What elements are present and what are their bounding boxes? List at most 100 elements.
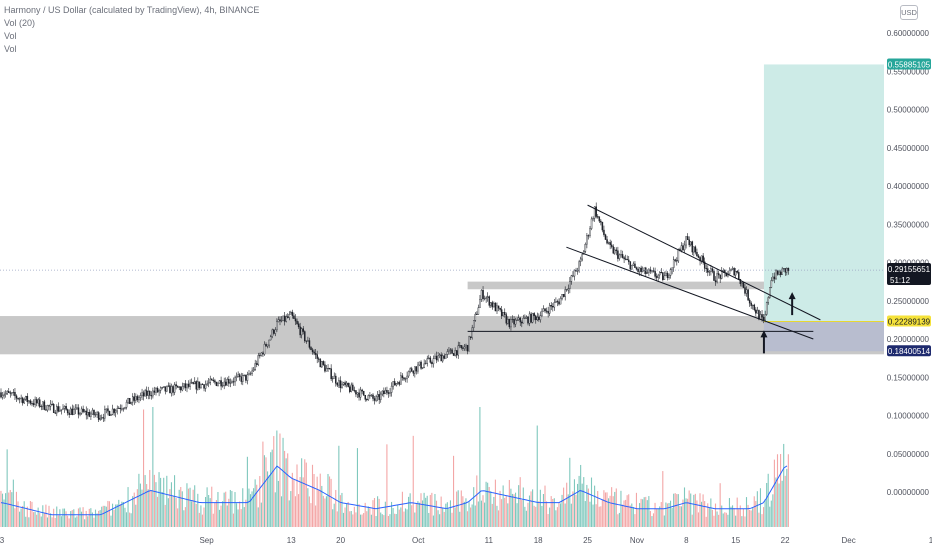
volume-bar	[600, 506, 602, 527]
candle	[677, 248, 680, 263]
candle	[166, 385, 168, 393]
candle	[355, 390, 357, 398]
candle-body	[747, 289, 749, 301]
volume-indicator-label[interactable]: Vol	[4, 31, 17, 41]
candle-body	[314, 352, 317, 355]
candle	[358, 388, 360, 401]
y-tick-label: 0.05000000	[887, 450, 930, 459]
candle	[566, 289, 568, 292]
candle-body	[624, 258, 627, 260]
candle-body	[355, 390, 357, 395]
volume-bar	[522, 487, 524, 527]
volume-bar	[460, 490, 462, 527]
volume-bar	[291, 472, 293, 527]
volume-bar	[152, 407, 154, 527]
volume-bar	[19, 511, 21, 527]
candle-body	[186, 383, 188, 389]
volume-indicator-label[interactable]: Vol (20)	[4, 18, 36, 28]
candle	[366, 398, 368, 402]
candle	[167, 382, 170, 388]
candle-body	[618, 254, 621, 259]
candle-body	[4, 393, 7, 395]
candle-body	[35, 399, 38, 404]
volume-bar	[536, 425, 538, 527]
candle	[452, 352, 455, 356]
volume-bar	[761, 514, 763, 527]
candle	[429, 355, 432, 364]
candle-body	[93, 409, 95, 416]
candle	[325, 364, 328, 372]
volume-bar	[660, 502, 662, 527]
volume-bar	[781, 480, 783, 527]
candle-body	[578, 261, 580, 271]
candle	[176, 385, 179, 388]
candle-body	[548, 305, 551, 314]
candle-body	[99, 417, 101, 420]
candle-body	[6, 391, 8, 394]
candle	[102, 413, 105, 422]
candle	[218, 379, 221, 384]
currency-button[interactable]: USD	[900, 5, 918, 20]
volume-bar	[722, 513, 724, 527]
candle-body	[604, 234, 607, 240]
volume-bar	[28, 517, 30, 527]
candle-body	[105, 408, 108, 410]
candle	[685, 236, 687, 249]
candle-body	[403, 377, 405, 380]
candle-body	[449, 349, 452, 351]
volume-bar	[90, 508, 92, 527]
candle	[449, 347, 452, 355]
candle-body	[310, 347, 312, 351]
candle	[649, 266, 652, 274]
volume-bar	[259, 476, 261, 527]
volume-bar	[321, 485, 323, 527]
candle-body	[544, 308, 546, 312]
candle-body	[469, 336, 472, 338]
candle	[708, 269, 711, 276]
volume-bar	[741, 516, 743, 527]
volume-bar	[744, 516, 746, 527]
volume-bar	[9, 489, 11, 527]
candle-body	[73, 409, 75, 415]
candle-body	[324, 364, 326, 372]
candle-body	[361, 389, 363, 392]
candle-body	[615, 249, 618, 251]
candle-body	[260, 352, 263, 356]
candle-body	[429, 357, 432, 363]
candle	[716, 269, 718, 284]
candle-body	[468, 336, 470, 352]
volume-bar	[752, 508, 754, 527]
volume-bar	[12, 479, 14, 527]
volume-bar	[378, 498, 380, 527]
candle	[256, 360, 258, 368]
candle-body	[175, 384, 177, 387]
volume-bar	[329, 476, 331, 527]
candle	[567, 284, 570, 294]
candle-body	[584, 243, 587, 252]
volume-bar	[268, 475, 270, 527]
volume-indicator-label[interactable]: Vol	[4, 44, 17, 54]
candle	[476, 311, 478, 315]
volume-bar	[36, 514, 38, 527]
candle-body	[127, 398, 129, 403]
volume-bar	[705, 516, 707, 527]
candle-body	[217, 383, 219, 386]
candle	[339, 376, 342, 393]
candle-body	[628, 259, 630, 262]
volume-bar	[535, 506, 537, 527]
candle-body	[496, 305, 498, 312]
candle	[316, 350, 318, 364]
volume-bar	[459, 511, 461, 527]
candle	[121, 404, 123, 412]
volume-bar	[307, 488, 309, 527]
candle	[259, 352, 261, 359]
candle-body	[245, 374, 247, 381]
candle	[342, 381, 345, 386]
volume-bar	[437, 510, 439, 527]
candle	[280, 316, 283, 323]
candle-body	[111, 408, 114, 415]
volume-bar	[770, 500, 772, 527]
candle	[232, 377, 235, 386]
